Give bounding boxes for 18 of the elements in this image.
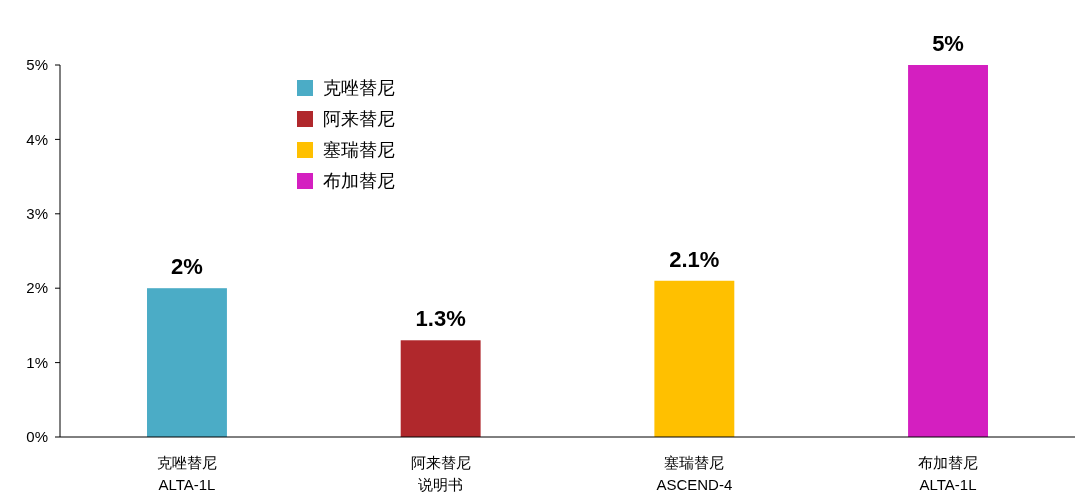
y-tick-label: 0% — [26, 428, 48, 446]
x-tick-label: 布加替尼 ALTA-1L — [918, 454, 979, 493]
legend-label: 塞瑞替尼 — [323, 140, 395, 161]
y-tick-label: 1% — [26, 353, 48, 371]
x-tick-label: 克唑替尼 ALTA-1L — [156, 454, 217, 493]
x-tick-label: 阿来替尼说明书 — [410, 454, 471, 493]
data-label: 5% — [932, 31, 964, 56]
y-tick-label: 3% — [26, 205, 48, 223]
legend-label: 阿来替尼 — [323, 109, 395, 130]
data-label: 1.3% — [415, 306, 466, 332]
legend-label: 克唑替尼 — [323, 78, 395, 99]
y-tick-label: 5% — [26, 56, 48, 74]
data-label: 2.1% — [669, 246, 720, 272]
y-tick-label: 4% — [26, 130, 48, 148]
legend-label: 布加替尼 — [323, 171, 395, 192]
x-tick-label: 塞瑞替尼 ASCEND-4 — [656, 454, 733, 493]
y-tick-label: 2% — [26, 279, 48, 297]
data-label: 2% — [171, 254, 203, 280]
